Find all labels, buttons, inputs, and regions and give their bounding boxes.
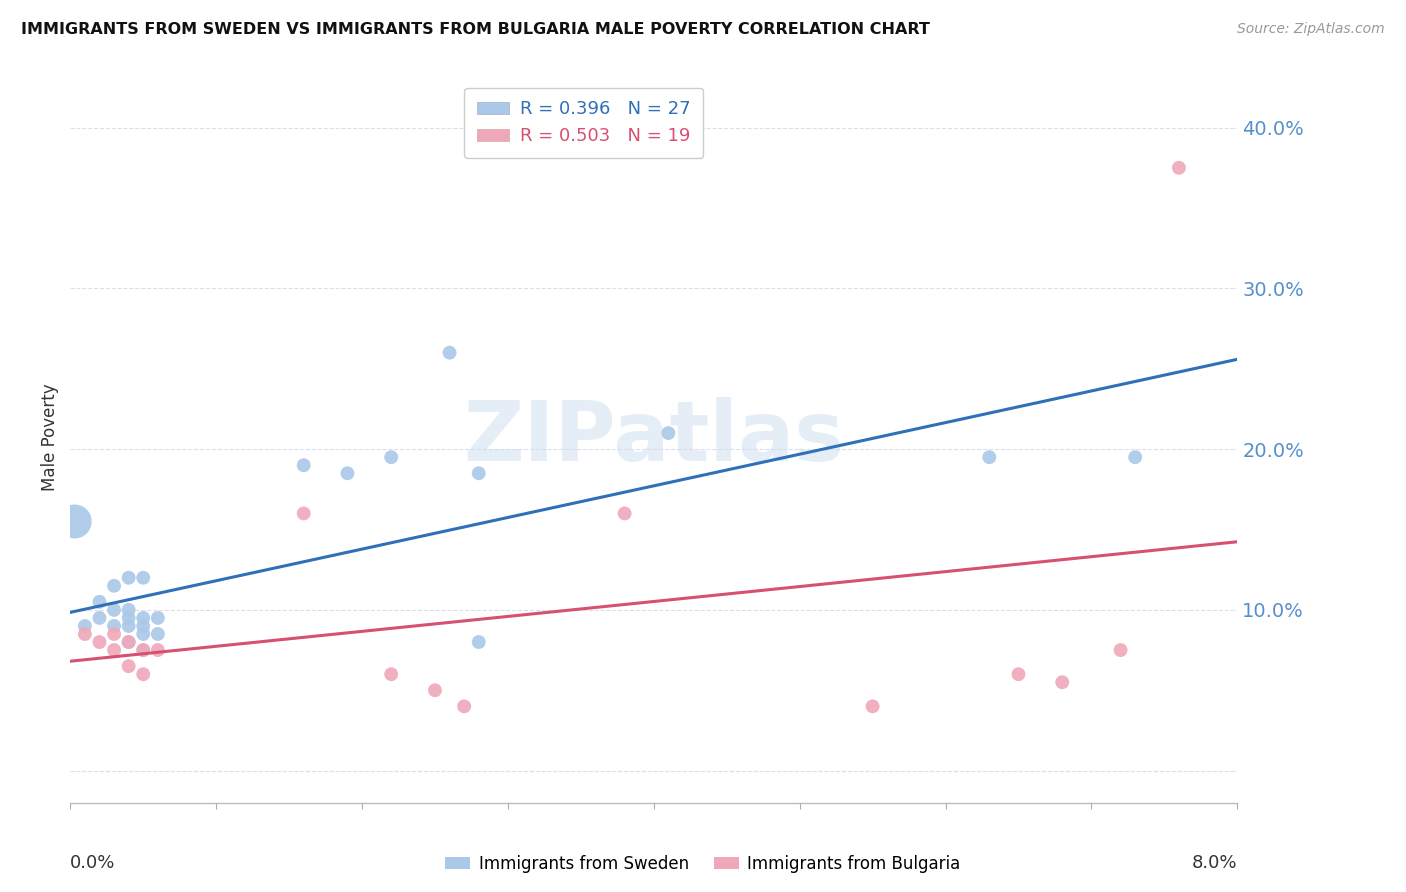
Point	[1167, 161, 1189, 175]
Point	[467, 635, 491, 649]
Point	[132, 643, 155, 657]
Text: IMMIGRANTS FROM SWEDEN VS IMMIGRANTS FROM BULGARIA MALE POVERTY CORRELATION CHAR: IMMIGRANTS FROM SWEDEN VS IMMIGRANTS FRO…	[21, 22, 929, 37]
Point	[1052, 675, 1074, 690]
Point	[1123, 450, 1146, 465]
Point	[423, 683, 446, 698]
Point	[118, 571, 141, 585]
Point	[118, 619, 141, 633]
Point	[1007, 667, 1029, 681]
Point	[292, 458, 315, 473]
Point	[657, 425, 679, 440]
Point	[103, 619, 125, 633]
Legend: R = 0.396   N = 27, R = 0.503   N = 19: R = 0.396 N = 27, R = 0.503 N = 19	[464, 87, 703, 158]
Point	[89, 611, 111, 625]
Legend: Immigrants from Sweden, Immigrants from Bulgaria: Immigrants from Sweden, Immigrants from …	[439, 848, 967, 880]
Point	[118, 611, 141, 625]
Point	[63, 515, 86, 529]
Point	[467, 467, 491, 481]
Point	[73, 627, 96, 641]
Text: 8.0%: 8.0%	[1192, 854, 1237, 872]
Point	[132, 667, 155, 681]
Point	[132, 571, 155, 585]
Point	[103, 643, 125, 657]
Point	[103, 579, 125, 593]
Point	[146, 627, 169, 641]
Point	[146, 611, 169, 625]
Point	[453, 699, 475, 714]
Point	[118, 635, 141, 649]
Point	[336, 467, 359, 481]
Point	[103, 603, 125, 617]
Text: ZIPatlas: ZIPatlas	[464, 397, 844, 477]
Point	[862, 699, 884, 714]
Point	[118, 603, 141, 617]
Point	[439, 345, 461, 359]
Point	[292, 507, 315, 521]
Text: Source: ZipAtlas.com: Source: ZipAtlas.com	[1237, 22, 1385, 37]
Point	[979, 450, 1001, 465]
Point	[613, 507, 636, 521]
Y-axis label: Male Poverty: Male Poverty	[41, 384, 59, 491]
Point	[132, 627, 155, 641]
Point	[380, 667, 402, 681]
Point	[73, 619, 96, 633]
Point	[89, 595, 111, 609]
Point	[118, 635, 141, 649]
Point	[118, 659, 141, 673]
Point	[132, 611, 155, 625]
Point	[132, 643, 155, 657]
Point	[89, 635, 111, 649]
Text: 0.0%: 0.0%	[70, 854, 115, 872]
Point	[103, 627, 125, 641]
Point	[380, 450, 402, 465]
Point	[146, 643, 169, 657]
Point	[132, 619, 155, 633]
Point	[1109, 643, 1132, 657]
